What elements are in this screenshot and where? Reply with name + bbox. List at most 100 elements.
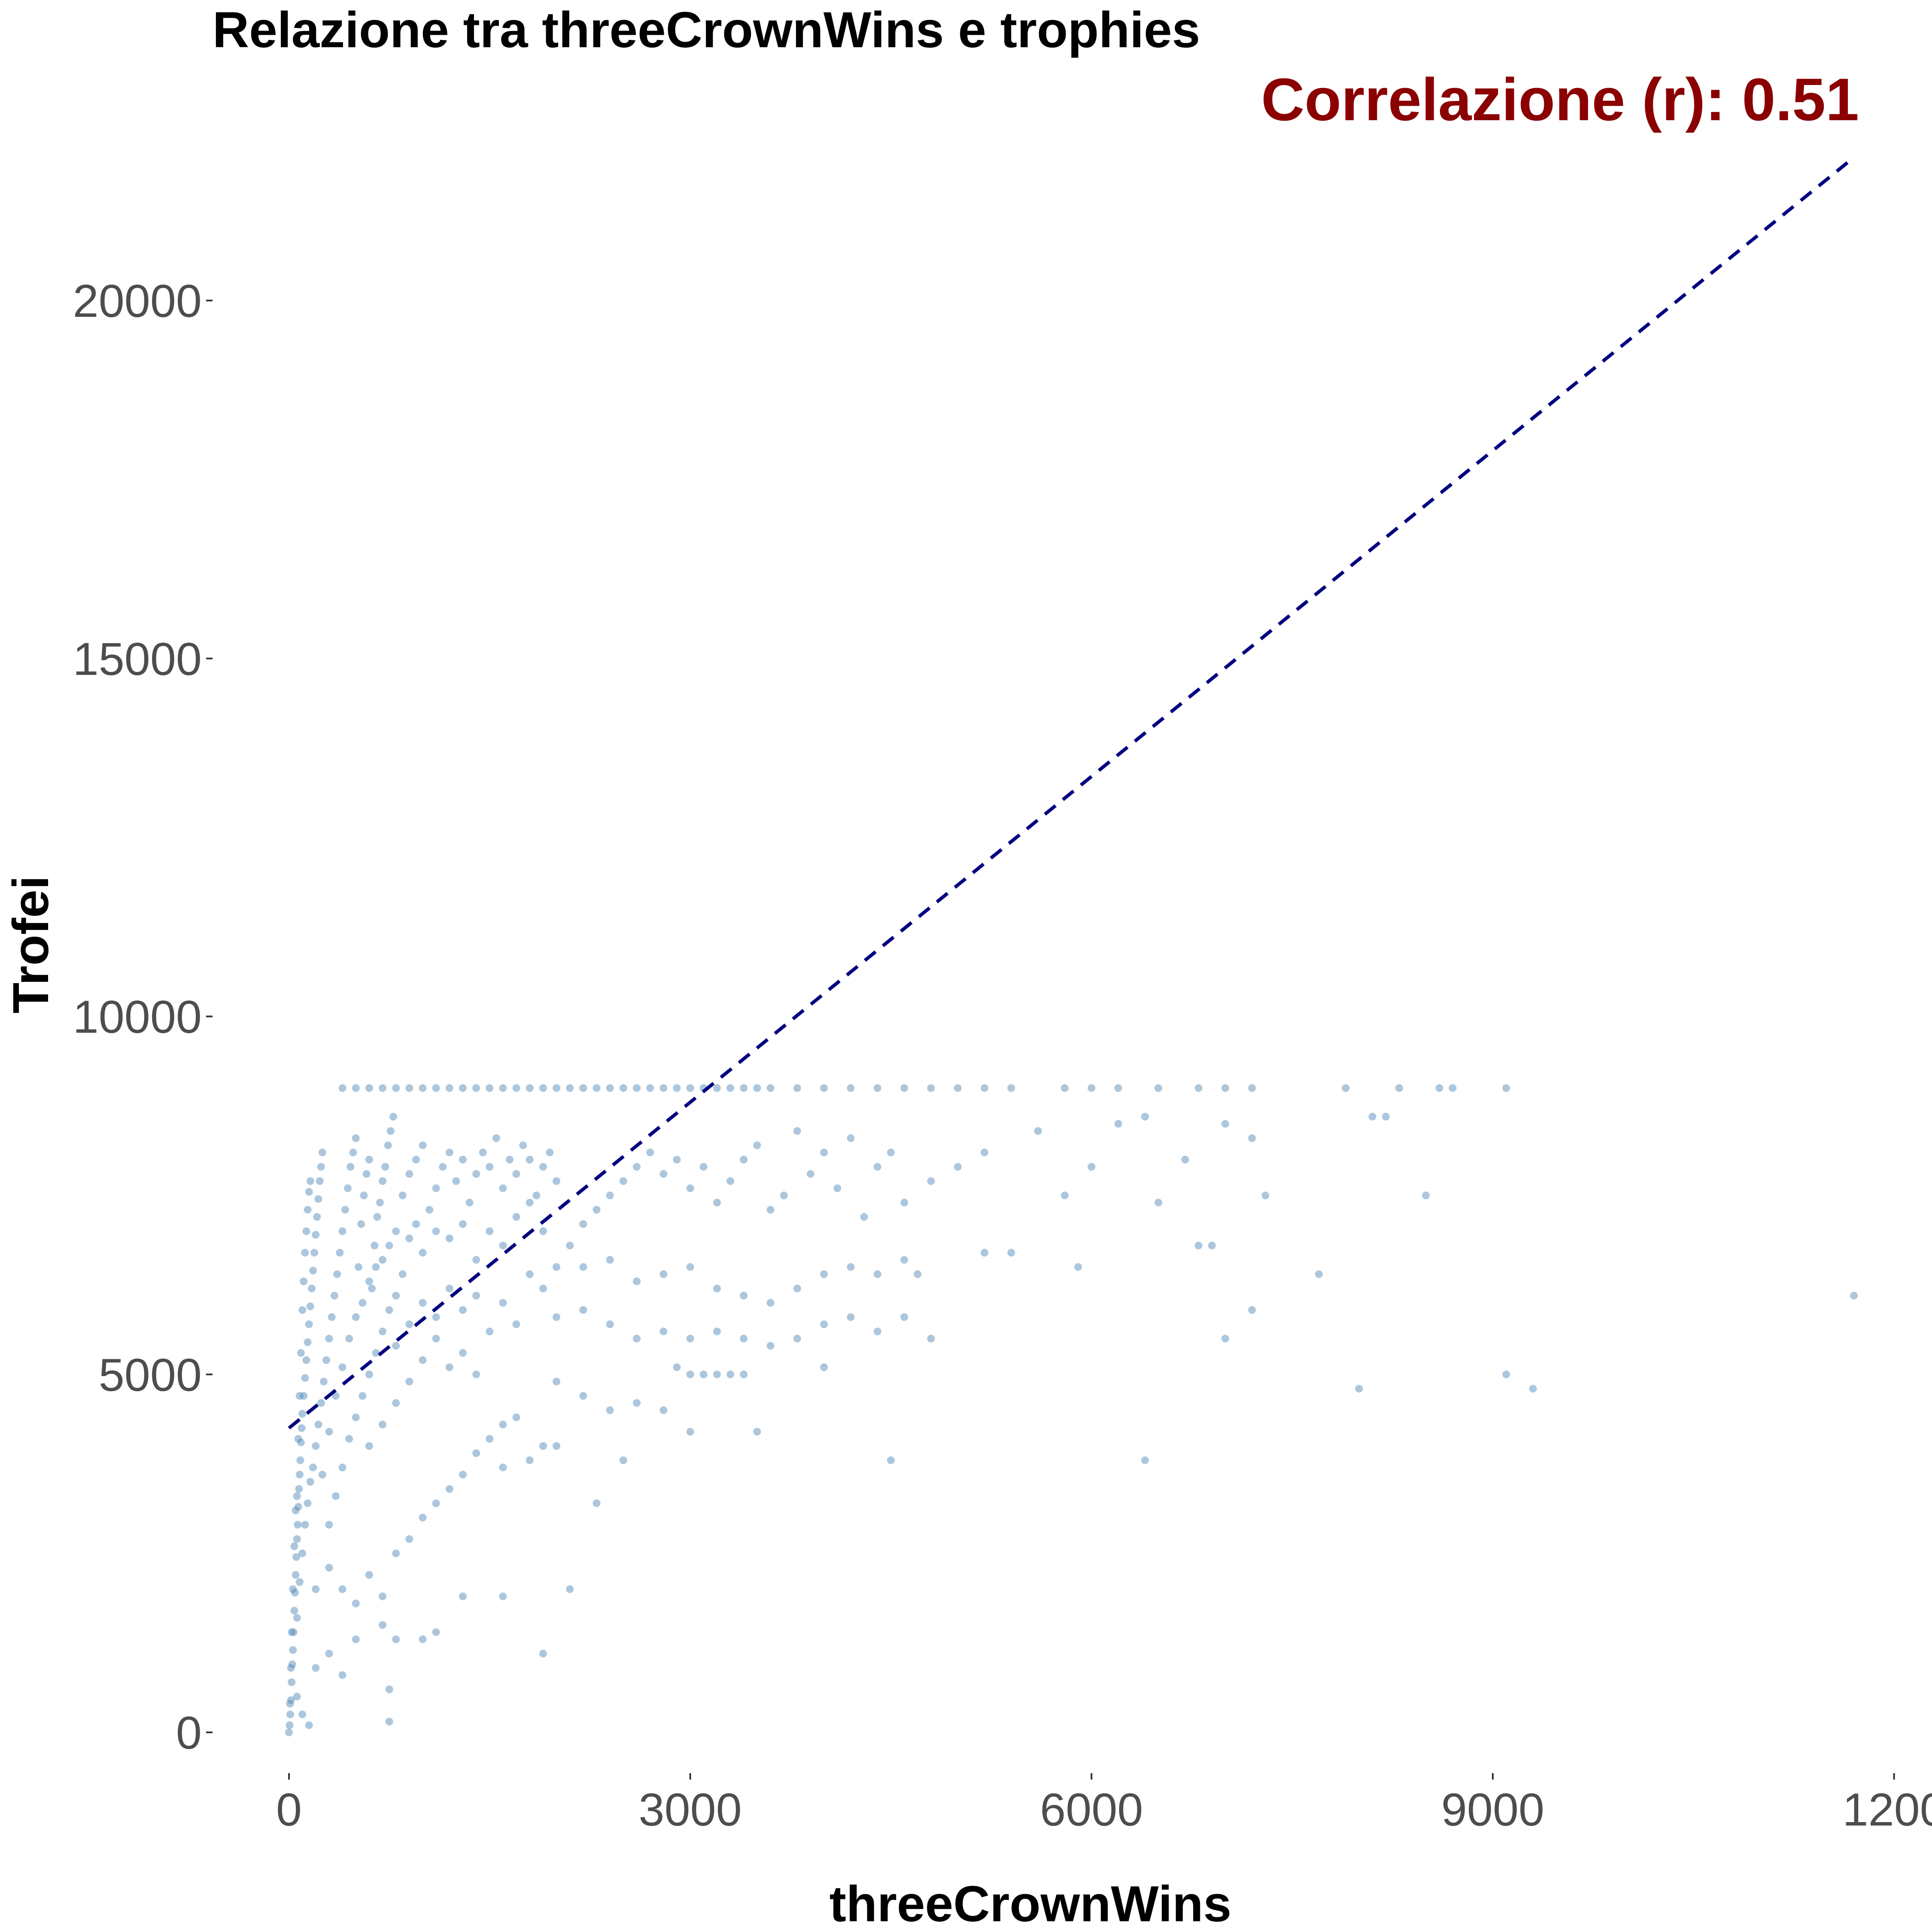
data-point <box>472 1256 480 1264</box>
data-point <box>379 1256 387 1264</box>
data-point <box>873 1327 881 1336</box>
data-point <box>365 1370 373 1379</box>
y-tick-label: 20000 <box>73 275 202 327</box>
data-point <box>304 1338 312 1346</box>
data-point <box>512 1084 520 1092</box>
data-point <box>753 1084 761 1092</box>
data-point <box>344 1184 352 1192</box>
data-point <box>713 1370 721 1379</box>
x-axis: 0 3000 6000 9000 1200 <box>276 1773 1932 1835</box>
data-point <box>553 1313 561 1321</box>
data-point <box>379 1421 387 1428</box>
data-point <box>793 1127 801 1135</box>
data-point <box>371 1242 379 1250</box>
data-point <box>553 1177 561 1185</box>
data-point <box>352 1313 360 1321</box>
data-point <box>398 1270 407 1278</box>
data-point <box>392 1635 400 1643</box>
data-point <box>432 1227 440 1235</box>
data-point <box>306 1177 314 1185</box>
data-point <box>328 1313 336 1321</box>
data-point <box>820 1320 828 1328</box>
data-point <box>887 1456 895 1464</box>
data-point <box>352 1134 360 1142</box>
data-point <box>385 1718 393 1725</box>
data-point <box>288 1678 296 1686</box>
data-point <box>847 1084 855 1092</box>
data-point <box>914 1270 922 1278</box>
data-point <box>1208 1242 1216 1250</box>
data-point <box>1502 1084 1510 1092</box>
trend-line <box>288 156 1855 1430</box>
data-point <box>419 1356 427 1364</box>
data-point <box>355 1263 362 1271</box>
data-point <box>499 1421 507 1428</box>
data-point <box>385 1242 393 1250</box>
data-point <box>432 1084 440 1092</box>
data-point <box>301 1374 309 1382</box>
data-point <box>291 1589 299 1597</box>
data-point <box>302 1356 310 1364</box>
data-point <box>459 1306 467 1314</box>
data-point <box>336 1249 344 1257</box>
data-point <box>289 1585 297 1593</box>
data-point <box>927 1177 935 1185</box>
data-point <box>606 1191 614 1200</box>
data-point <box>379 1592 387 1601</box>
data-point <box>432 1628 440 1636</box>
data-point <box>459 1592 467 1601</box>
data-point <box>686 1334 694 1343</box>
data-point <box>293 1692 301 1701</box>
data-point <box>1248 1306 1256 1314</box>
data-point <box>954 1084 962 1092</box>
data-point <box>379 1621 387 1629</box>
data-point <box>358 1392 367 1400</box>
data-point <box>1034 1127 1042 1135</box>
data-point <box>385 1306 393 1314</box>
data-point <box>419 1299 427 1307</box>
data-point <box>1061 1084 1069 1092</box>
data-point <box>566 1084 574 1092</box>
data-point <box>290 1607 298 1615</box>
data-point <box>338 1227 346 1235</box>
data-point <box>295 1578 304 1586</box>
data-point <box>780 1191 788 1200</box>
data-point <box>405 1320 413 1328</box>
data-point <box>1342 1084 1350 1092</box>
data-point <box>289 1628 298 1636</box>
data-point <box>526 1156 534 1163</box>
data-point <box>392 1399 400 1407</box>
data-point <box>887 1148 895 1157</box>
data-point <box>352 1413 360 1422</box>
data-point <box>553 1442 561 1450</box>
data-point <box>713 1084 721 1092</box>
data-point <box>740 1156 748 1163</box>
data-point <box>606 1320 614 1328</box>
data-point <box>309 1464 317 1471</box>
data-point <box>365 1084 373 1092</box>
data-point <box>314 1195 322 1203</box>
data-point <box>325 1521 333 1529</box>
data-point <box>459 1156 467 1163</box>
data-point <box>479 1148 487 1157</box>
data-point <box>322 1356 331 1364</box>
data-point <box>740 1370 748 1379</box>
data-point <box>445 1148 453 1157</box>
data-point <box>425 1206 434 1214</box>
data-point <box>499 1464 507 1471</box>
data-point <box>1061 1191 1069 1200</box>
data-point <box>646 1084 654 1092</box>
data-point <box>900 1199 908 1207</box>
data-point <box>332 1392 340 1400</box>
y-axis: 0 5000 10000 15000 20000 <box>73 275 213 1759</box>
data-point <box>372 1349 380 1357</box>
data-point <box>318 1470 326 1479</box>
data-point <box>847 1263 855 1271</box>
data-point <box>553 1084 561 1092</box>
data-point <box>1154 1199 1163 1207</box>
data-point <box>606 1084 614 1092</box>
data-point <box>486 1327 494 1336</box>
data-point <box>646 1148 654 1157</box>
data-point <box>1382 1112 1390 1121</box>
